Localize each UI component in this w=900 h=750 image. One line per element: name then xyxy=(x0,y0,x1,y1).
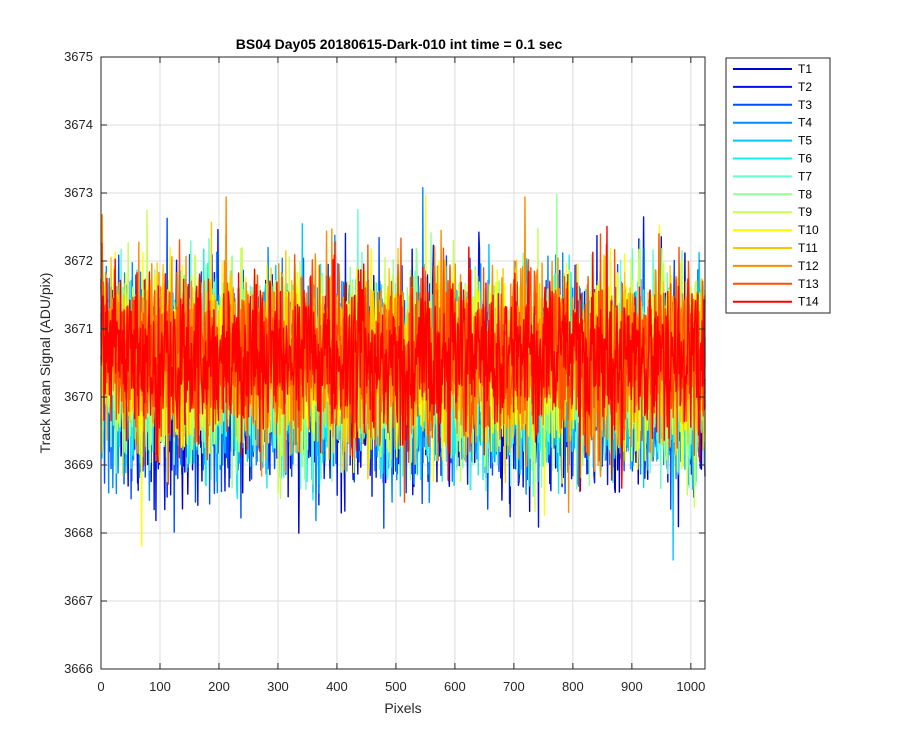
x-tick-label: 1000 xyxy=(676,679,705,694)
x-axis-ticks: 0 100 200 300 400 500 600 700 800 900 1000 xyxy=(97,57,705,694)
legend-label-t3: T3 xyxy=(798,98,812,112)
legend-label-t4: T4 xyxy=(798,116,812,130)
y-axis-ticks: 3666 3667 3668 3669 3670 3671 3672 3673 3674 3675 xyxy=(64,49,705,676)
legend-label-t5: T5 xyxy=(798,134,812,148)
legend-label-t8: T8 xyxy=(798,187,812,201)
legend-label-t12: T12 xyxy=(798,259,819,273)
y-tick-label: 3672 xyxy=(64,253,93,268)
legend-label-t7: T7 xyxy=(798,169,812,183)
legend-label-t9: T9 xyxy=(798,205,812,219)
y-axis-label: Track Mean Signal (ADU/pix) xyxy=(37,273,53,454)
y-tick-label: 3674 xyxy=(64,117,93,132)
x-tick-label: 700 xyxy=(503,679,525,694)
legend-label-t14: T14 xyxy=(798,295,819,309)
y-tick-label: 3667 xyxy=(64,593,93,608)
legend-label-t2: T2 xyxy=(798,80,812,94)
x-tick-label: 900 xyxy=(621,679,643,694)
y-tick-label: 3668 xyxy=(64,525,93,540)
x-tick-label: 400 xyxy=(326,679,348,694)
legend-box xyxy=(725,57,831,314)
legend-label-t11: T11 xyxy=(798,241,818,255)
legend-label-t6: T6 xyxy=(798,152,812,166)
y-tick-label: 3669 xyxy=(64,457,93,472)
y-tick-label: 3673 xyxy=(64,185,93,200)
y-tick-label: 3671 xyxy=(64,321,93,336)
x-tick-label: 100 xyxy=(149,679,171,694)
x-tick-label: 300 xyxy=(267,679,289,694)
legend-label-t1: T1 xyxy=(798,62,812,76)
x-tick-label: 800 xyxy=(562,679,584,694)
x-axis-label: Pixels xyxy=(384,700,421,716)
x-tick-label: 0 xyxy=(97,679,104,694)
x-tick-label: 600 xyxy=(444,679,466,694)
x-tick-label: 500 xyxy=(385,679,407,694)
series-group xyxy=(100,187,706,561)
y-tick-label: 3675 xyxy=(64,49,93,64)
plot-frame xyxy=(100,56,706,670)
legend-label-t13: T13 xyxy=(798,277,819,291)
y-tick-label: 3666 xyxy=(64,661,93,676)
y-tick-label: 3670 xyxy=(64,389,93,404)
series-line-t14 xyxy=(100,225,706,493)
chart-title: BS04 Day05 20180615-Dark-010 int time = … xyxy=(236,36,563,52)
legend: T1 T2 T3 T4 T5 T6 T7 T8 T9 T10 T11 T12 T13 T14 xyxy=(725,57,831,314)
legend-label-t10: T10 xyxy=(798,223,819,237)
legend-entries: T1 T2 T3 T4 T5 T6 T7 T8 T9 T10 T11 T12 T13 T14 xyxy=(733,62,819,309)
x-tick-label: 200 xyxy=(208,679,230,694)
plot-area xyxy=(100,56,706,670)
